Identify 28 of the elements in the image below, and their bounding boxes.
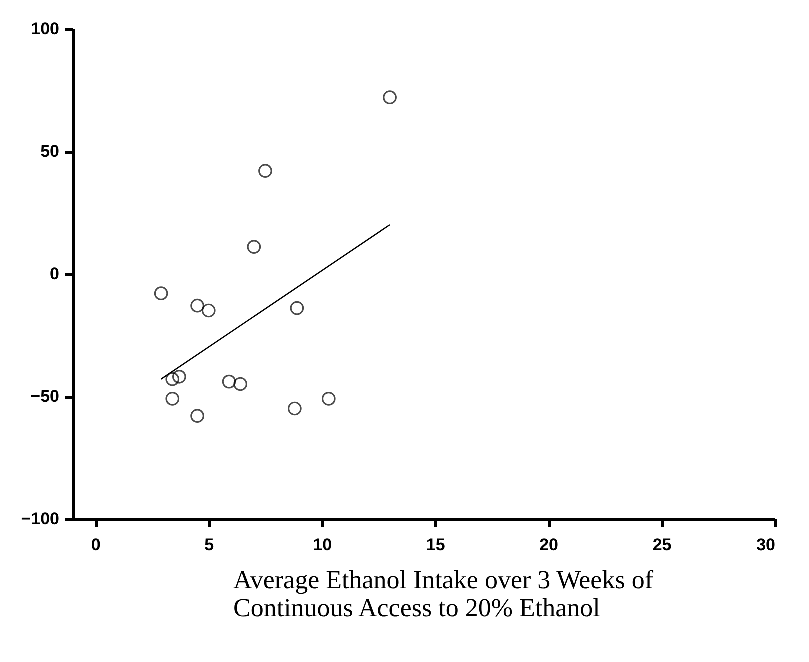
point (234, 377, 248, 392)
point (202, 304, 216, 318)
point (222, 374, 236, 389)
point (172, 370, 186, 384)
y-tick-label: 100 (31, 20, 60, 38)
point (258, 164, 272, 178)
x-tick-label: 15 (426, 536, 446, 554)
point (322, 392, 336, 406)
point (288, 402, 302, 416)
x-axis-title: Average Ethanol Intake over 3 Weeks of Continuous Access to 20% Ethanol (234, 566, 654, 622)
y-tick-label: 0 (50, 264, 60, 284)
x-tick-label: 10 (313, 536, 332, 554)
x-tick-label: 25 (652, 536, 672, 554)
point (383, 90, 397, 105)
point (290, 301, 304, 316)
point (166, 372, 180, 386)
point (190, 409, 204, 424)
x-tick-label: 0 (91, 536, 101, 554)
point (166, 392, 180, 406)
point (154, 286, 168, 301)
x-tick-label: 20 (540, 536, 559, 554)
x-tick-label: 5 (204, 536, 214, 554)
y-tick-label: 50 (40, 142, 60, 161)
point (247, 240, 262, 254)
x-tick-label: 30 (756, 536, 776, 554)
y-tick-label: −100 (21, 510, 60, 528)
point (190, 298, 204, 313)
y-tick-label: −50 (30, 387, 60, 406)
